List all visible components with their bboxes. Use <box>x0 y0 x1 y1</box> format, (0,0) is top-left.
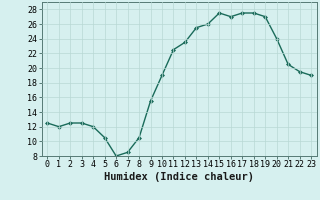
X-axis label: Humidex (Indice chaleur): Humidex (Indice chaleur) <box>104 172 254 182</box>
